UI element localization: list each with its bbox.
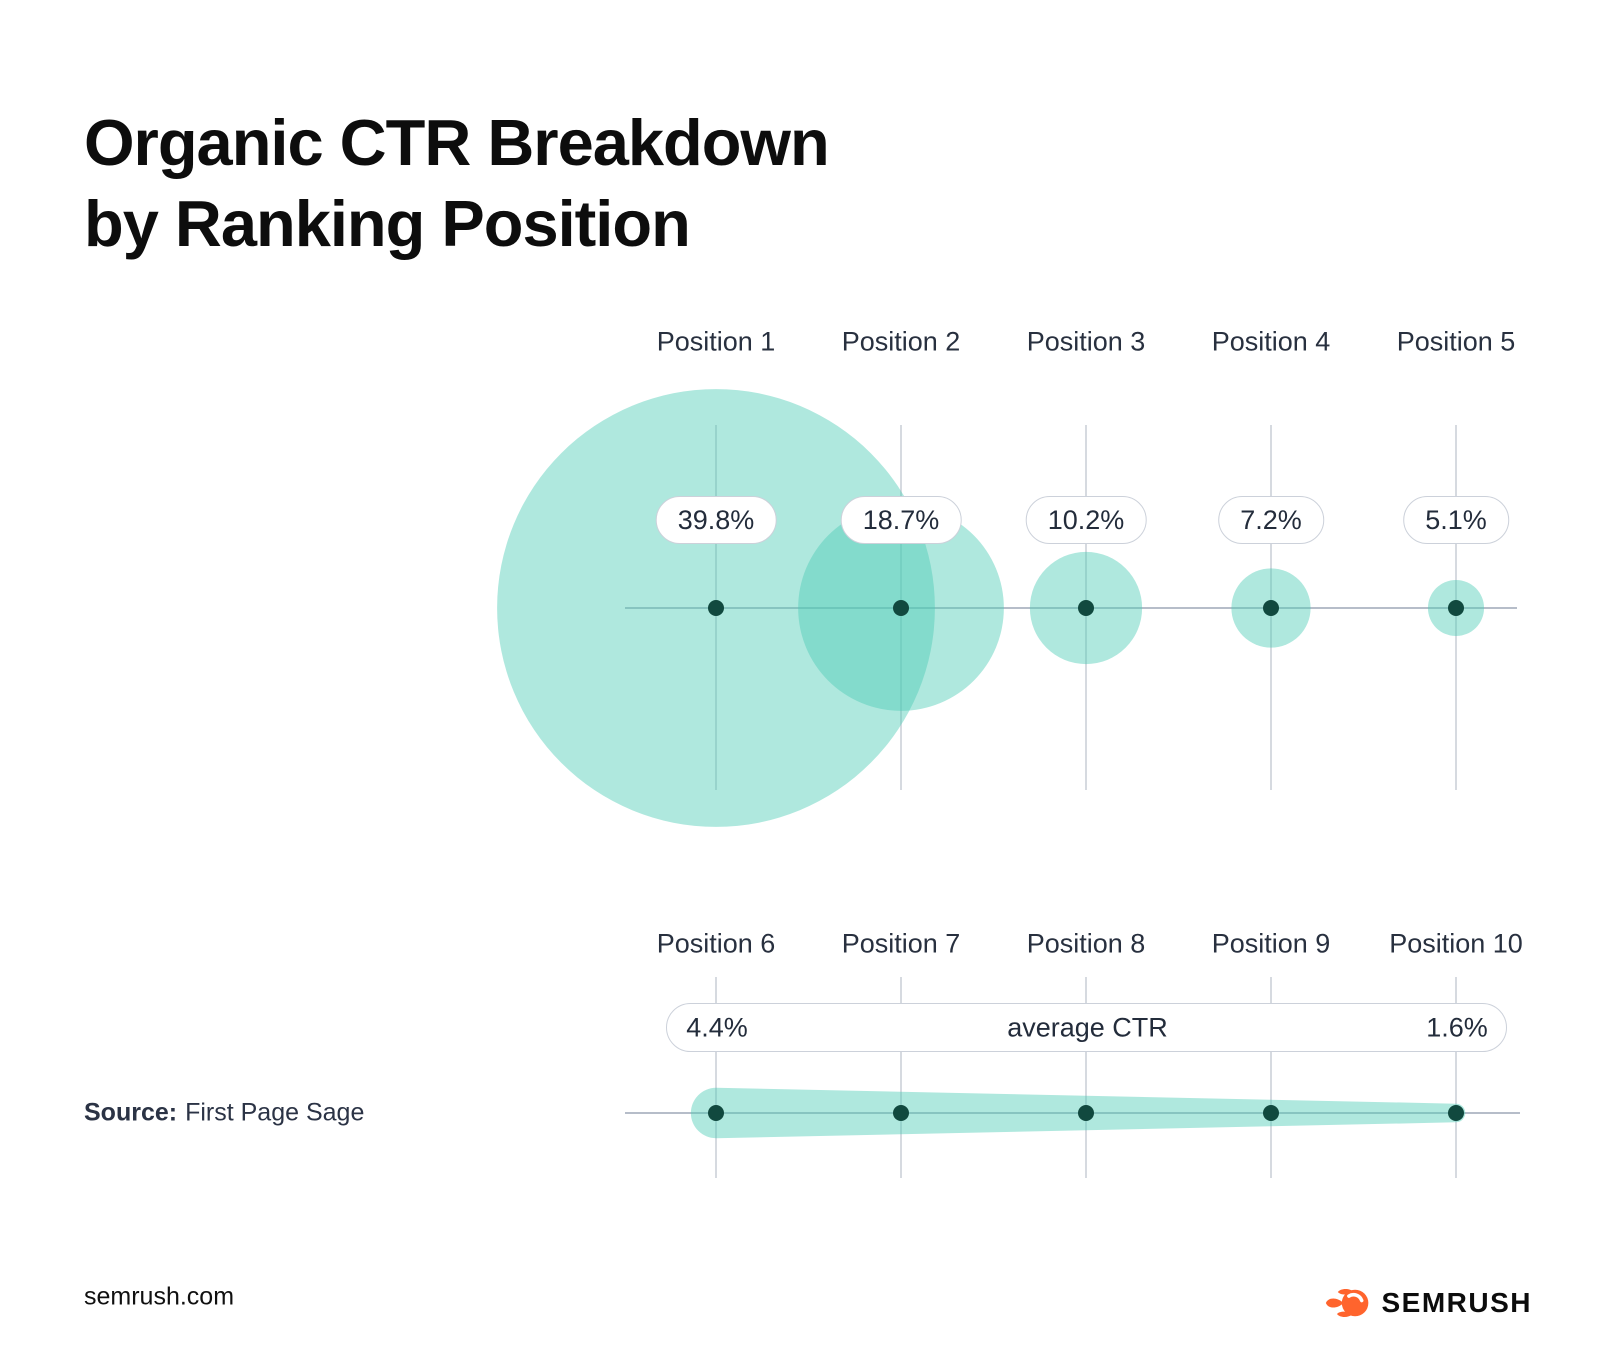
source-note: Source: First Page Sage bbox=[84, 1099, 364, 1128]
average-ctr-pill: 4.4% average CTR 1.6% bbox=[666, 1003, 1507, 1052]
source-value: First Page Sage bbox=[185, 1098, 365, 1127]
top-position-label-3: Position 3 bbox=[1026, 326, 1146, 357]
ctr-value-pill-2: 18.7% bbox=[840, 496, 962, 544]
page-title-line2: by Ranking Position bbox=[84, 186, 691, 260]
page-title-line1: Organic CTR Breakdown bbox=[84, 105, 830, 179]
semrush-wordmark: SEMRUSH bbox=[1381, 1287, 1532, 1318]
ctr-value-pill-3: 10.2% bbox=[1025, 496, 1147, 544]
semrush-logo: SEMRUSH bbox=[1325, 1286, 1532, 1320]
ctr-value-pos10: 1.6% bbox=[1426, 1012, 1488, 1042]
bottom-position-label-10: Position 10 bbox=[1389, 928, 1523, 959]
top-position-label-2: Position 2 bbox=[841, 326, 961, 357]
bottom-position-label-8: Position 8 bbox=[1026, 928, 1146, 959]
top-position-label-4: Position 4 bbox=[1211, 326, 1331, 357]
bottom-position-label-7: Position 7 bbox=[841, 928, 961, 959]
top-position-label-1: Position 1 bbox=[656, 326, 776, 357]
average-ctr-caption: average CTR bbox=[1007, 1012, 1168, 1042]
semrush-flame-icon bbox=[1326, 1288, 1369, 1318]
ctr-value-pill-1: 39.8% bbox=[655, 496, 777, 544]
ctr-value-pos6: 4.4% bbox=[686, 1012, 748, 1042]
site-url: semrush.com bbox=[84, 1282, 235, 1311]
top-position-label-5: Position 5 bbox=[1396, 326, 1516, 357]
bottom-position-label-6: Position 6 bbox=[656, 928, 776, 959]
page-title: Organic CTR Breakdown by Ranking Position bbox=[84, 102, 830, 264]
ctr-value-pill-4: 7.2% bbox=[1218, 496, 1324, 544]
bottom-position-label-9: Position 9 bbox=[1211, 928, 1331, 959]
source-label: Source: bbox=[84, 1098, 178, 1127]
ctr-value-pill-5: 5.1% bbox=[1403, 496, 1509, 544]
